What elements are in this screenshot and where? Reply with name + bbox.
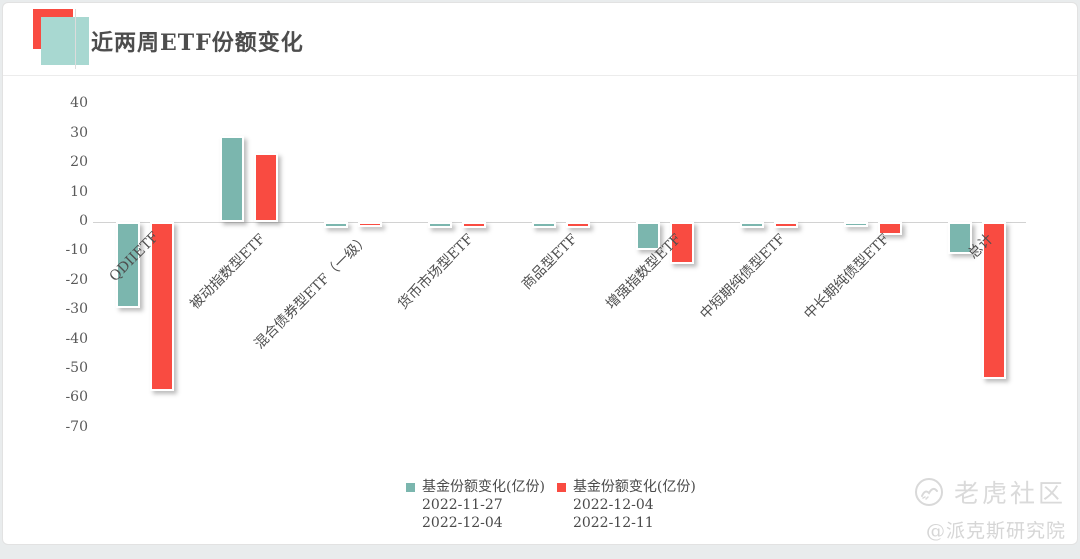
chart-card: 近两周ETF份额变化 xyxy=(2,2,1078,545)
header-divider xyxy=(3,75,1077,76)
x-axis-category-label: 中长期纯债型ETF xyxy=(801,231,893,323)
bar-week1-7 xyxy=(844,222,868,228)
bar-week2-8 xyxy=(982,222,1006,379)
legend-item-week2: 基金份额变化(亿份) 2022-12-04 2022-12-11 xyxy=(556,478,696,532)
y-axis-tick-label: 10 xyxy=(70,183,88,200)
x-axis-line xyxy=(93,222,1026,223)
y-axis-tick-label: 30 xyxy=(70,124,88,141)
legend-label: 基金份额变化(亿份) xyxy=(572,479,696,495)
bar-week1-5 xyxy=(636,222,660,250)
page-title: 近两周ETF份额变化 xyxy=(91,30,304,56)
header-vertical-divider xyxy=(75,9,76,69)
bar-week1-6 xyxy=(740,222,764,228)
bar-week2-0 xyxy=(150,222,174,391)
bar-week2-1 xyxy=(254,153,278,222)
tiger-logo-icon xyxy=(914,478,943,506)
chart-legend: 基金份额变化(亿份) 2022-11-27 2022-12-04 基金份额变化(… xyxy=(406,478,696,532)
bar-week2-6 xyxy=(774,222,798,229)
legend-swatch-red-icon xyxy=(556,482,566,492)
legend-date-start: 2022-12-04 xyxy=(572,497,654,513)
bar-week1-3 xyxy=(428,222,452,229)
x-axis-category-label: 中短期纯债型ETF xyxy=(697,231,789,323)
bar-week2-2 xyxy=(358,222,382,228)
y-axis-tick-label: -40 xyxy=(65,330,88,347)
x-axis-category-label: 货币市场型ETF xyxy=(394,231,477,313)
y-axis-tick-label: 0 xyxy=(79,213,88,229)
bar-week1-4 xyxy=(532,222,556,228)
bar-week1-0 xyxy=(116,222,140,309)
y-axis-tick-label: -50 xyxy=(65,360,88,376)
legend-date-end: 2022-12-04 xyxy=(422,515,503,531)
watermark-brand: 老虎社区 xyxy=(953,479,1066,508)
bar-week1-2 xyxy=(324,222,348,228)
x-axis-category-label: 混合债券型ETF（一级） xyxy=(251,231,373,353)
legend-item-week1: 基金份额变化(亿份) 2022-11-27 2022-12-04 xyxy=(406,478,545,532)
y-axis-tick-label: -10 xyxy=(65,242,88,259)
y-axis-tick-label: -70 xyxy=(65,418,88,435)
legend-swatch-teal-icon xyxy=(406,482,415,492)
y-axis-tick-label: -60 xyxy=(65,389,88,406)
legend-date-end: 2022-12-11 xyxy=(572,515,654,531)
bar-week2-5 xyxy=(670,222,694,265)
y-axis-tick-label: -30 xyxy=(65,301,88,318)
bar-week2-3 xyxy=(462,222,486,229)
watermark-handle: @派克斯研究院 xyxy=(925,520,1066,542)
legend-label: 基金份额变化(亿份) xyxy=(422,479,545,495)
bar-week1-1 xyxy=(220,135,244,222)
watermark: 老虎社区 @派克斯研究院 xyxy=(914,474,1066,543)
logo-teal-square-icon xyxy=(41,17,89,65)
bar-week2-7 xyxy=(878,222,902,235)
x-axis-category-label: 商品型ETF xyxy=(518,231,581,293)
bar-week1-8 xyxy=(948,222,972,254)
bar-week2-4 xyxy=(566,222,590,229)
y-axis-tick-label: 40 xyxy=(70,95,88,112)
x-axis-category-label: 被动指数型ETF xyxy=(186,231,269,313)
y-axis-tick-label: 20 xyxy=(70,154,88,171)
y-axis-tick-label: -20 xyxy=(65,271,88,288)
legend-date-start: 2022-11-27 xyxy=(422,497,503,513)
